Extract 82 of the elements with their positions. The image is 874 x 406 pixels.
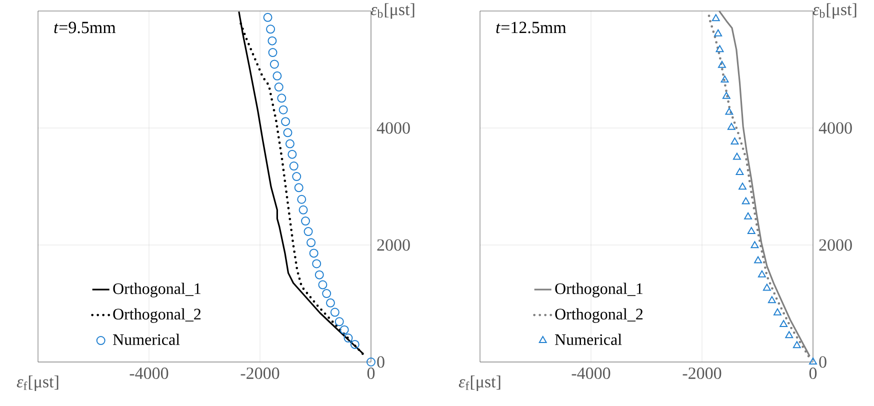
- point: [720, 76, 729, 83]
- point: [277, 94, 286, 103]
- legend-label: Numerical: [555, 334, 622, 346]
- point: [716, 45, 724, 52]
- point: [322, 289, 332, 298]
- point: [744, 212, 752, 220]
- point: [334, 317, 344, 326]
- point: [270, 60, 279, 69]
- y-tick-label: 4000: [376, 122, 410, 134]
- legend-label: Numerical: [113, 334, 180, 346]
- point: [792, 341, 801, 348]
- x-axis-title: ε$_{f}$[μst]: [458, 376, 500, 391]
- point: [727, 122, 736, 130]
- y-tick-label: 4000: [818, 122, 852, 134]
- y-tick-label: 0: [377, 356, 384, 368]
- point: [768, 296, 776, 304]
- point: [301, 216, 310, 226]
- y-axis-title: ε$_{b}$[μst]: [370, 3, 414, 19]
- point: [730, 138, 739, 145]
- point: [718, 60, 726, 68]
- point: [297, 194, 306, 204]
- point: [309, 248, 318, 258]
- point: [294, 183, 304, 192]
- point: [774, 308, 782, 316]
- point: [738, 182, 746, 190]
- annotation: t=12.5mm: [496, 22, 566, 34]
- point: [350, 340, 360, 349]
- legend-label: Orthogonal_1: [555, 282, 642, 298]
- y-tick-label: 0: [819, 356, 826, 368]
- point: [268, 36, 277, 46]
- point: [762, 284, 771, 291]
- legend-label: Orthogonal_1: [113, 282, 200, 298]
- x-tick-label: 0: [809, 368, 817, 380]
- point: [304, 227, 313, 236]
- point: [272, 71, 282, 80]
- point: [281, 117, 290, 126]
- point: [366, 358, 376, 366]
- point: [263, 12, 272, 22]
- annotation: t=9.5mm: [54, 22, 116, 34]
- point: [733, 152, 741, 160]
- legend-label: Orthogonal_2: [113, 308, 201, 323]
- point: [714, 29, 722, 36]
- x-axis-title: ε$_{f}$[μst]: [16, 376, 58, 391]
- x-tick-label: -2000: [240, 368, 280, 380]
- legend-label: Orthogonal_2: [555, 308, 643, 323]
- point: [736, 168, 744, 175]
- point: [340, 325, 349, 334]
- point: [747, 227, 756, 234]
- point: [758, 270, 766, 278]
- point: [268, 48, 278, 58]
- point: [742, 197, 750, 204]
- point: [725, 108, 734, 115]
- point: [266, 24, 276, 34]
- point: [314, 270, 324, 280]
- y-tick-label: 2000: [819, 239, 852, 251]
- x-tick-label: -2000: [682, 368, 722, 380]
- point: [712, 14, 720, 22]
- point: [288, 150, 297, 159]
- point: [809, 358, 817, 364]
- point: [330, 308, 340, 317]
- point: [344, 334, 353, 343]
- point: [785, 331, 794, 338]
- point: [306, 238, 316, 248]
- point: [285, 139, 294, 148]
- point: [722, 92, 730, 99]
- point: [312, 259, 322, 268]
- x-tick-label: -4000: [572, 368, 610, 380]
- x-tick-label: 0: [367, 368, 375, 380]
- y-tick-label: 2000: [377, 239, 410, 251]
- point: [754, 256, 762, 264]
- point: [780, 320, 788, 328]
- point: [292, 172, 302, 182]
- point: [326, 298, 335, 308]
- point: [278, 105, 288, 114]
- point: [283, 128, 292, 138]
- point: [298, 205, 308, 214]
- point: [750, 241, 759, 248]
- y-axis-title: ε$_{b}$[μst]: [812, 3, 856, 19]
- point: [318, 280, 328, 290]
- point: [289, 162, 298, 171]
- point: [274, 82, 284, 92]
- x-tick-label: -4000: [130, 368, 168, 380]
